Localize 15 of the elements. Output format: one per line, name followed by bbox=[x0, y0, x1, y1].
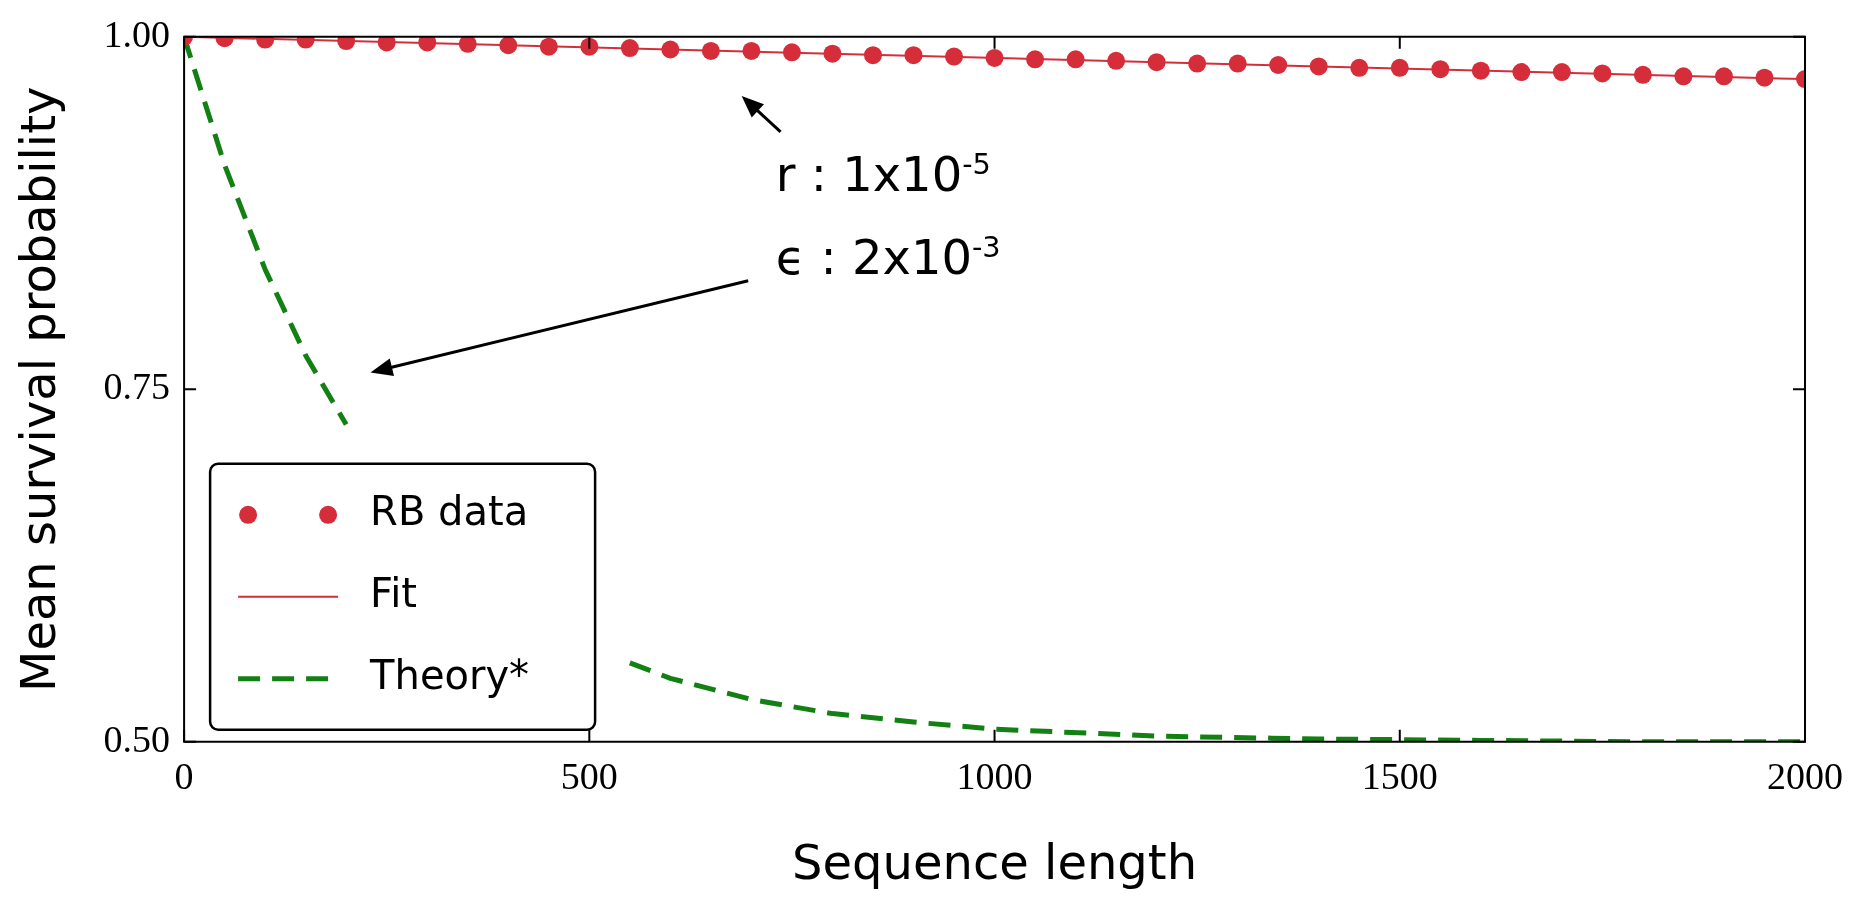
x-axis-title: Sequence length bbox=[792, 833, 1198, 890]
x-tick-label: 1500 bbox=[1361, 754, 1438, 797]
annotation: ϵ : 2x10$^{-3}$ bbox=[775, 229, 1001, 286]
y-tick-label: 1.00 bbox=[103, 12, 171, 55]
x-tick-label: 1000 bbox=[956, 754, 1033, 797]
annotation: r : 1x10$^{-5}$ bbox=[775, 145, 991, 202]
y-tick-label: 0.50 bbox=[103, 717, 171, 760]
x-tick-label: 500 bbox=[560, 754, 618, 797]
y-axis-title: Mean survival probability bbox=[10, 86, 67, 693]
legend-label: Fit bbox=[370, 570, 418, 617]
legend-label: Theory* bbox=[369, 652, 530, 699]
x-tick-label: 0 bbox=[174, 754, 194, 797]
y-tick-label: 0.75 bbox=[103, 365, 171, 408]
x-tick-label: 2000 bbox=[1767, 754, 1843, 797]
legend-label: RB data bbox=[370, 488, 529, 535]
